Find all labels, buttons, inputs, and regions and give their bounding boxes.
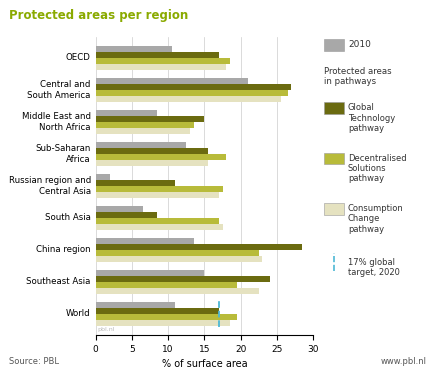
Bar bbox=[95, 96, 280, 102]
Text: Global
Technology
pathway: Global Technology pathway bbox=[347, 103, 395, 133]
Bar bbox=[95, 90, 287, 96]
Bar bbox=[95, 64, 226, 70]
Bar bbox=[95, 116, 204, 122]
Bar bbox=[95, 244, 302, 250]
Bar bbox=[95, 270, 204, 276]
Bar bbox=[95, 218, 218, 224]
Bar bbox=[95, 174, 110, 180]
Bar bbox=[95, 308, 218, 314]
Bar bbox=[95, 148, 207, 154]
Bar bbox=[95, 288, 258, 294]
Text: 17% global
target, 2020: 17% global target, 2020 bbox=[347, 258, 399, 277]
Bar bbox=[95, 52, 218, 58]
Bar bbox=[95, 160, 207, 166]
Bar bbox=[95, 256, 262, 262]
Bar bbox=[95, 110, 157, 116]
X-axis label: % of surface area: % of surface area bbox=[161, 359, 247, 369]
Bar bbox=[95, 224, 222, 230]
Bar bbox=[95, 238, 193, 244]
Bar bbox=[95, 314, 237, 320]
Text: Source: PBL: Source: PBL bbox=[9, 357, 59, 366]
Bar bbox=[95, 186, 222, 192]
Bar bbox=[95, 192, 218, 198]
Text: Consumption
Change
pathway: Consumption Change pathway bbox=[347, 204, 403, 234]
Bar bbox=[95, 276, 269, 282]
Bar bbox=[95, 122, 193, 128]
Bar bbox=[95, 142, 186, 148]
Text: Protected areas per region: Protected areas per region bbox=[9, 9, 187, 22]
Bar bbox=[95, 180, 175, 186]
Bar bbox=[95, 78, 247, 84]
Bar bbox=[95, 128, 190, 134]
Text: pbl.nl: pbl.nl bbox=[98, 327, 115, 332]
Bar bbox=[95, 206, 142, 212]
Bar bbox=[95, 320, 229, 326]
Bar bbox=[95, 282, 237, 288]
Bar bbox=[95, 46, 171, 52]
Bar bbox=[95, 302, 175, 308]
Bar bbox=[95, 58, 229, 64]
Bar bbox=[95, 250, 258, 256]
Text: Protected areas
in pathways: Protected areas in pathways bbox=[323, 67, 391, 86]
Text: 2010: 2010 bbox=[347, 40, 370, 49]
Text: Decentralised
Solutions
pathway: Decentralised Solutions pathway bbox=[347, 154, 406, 183]
Bar bbox=[95, 154, 226, 160]
Bar bbox=[95, 84, 291, 90]
Text: www.pbl.nl: www.pbl.nl bbox=[379, 357, 425, 366]
Bar bbox=[95, 212, 157, 218]
